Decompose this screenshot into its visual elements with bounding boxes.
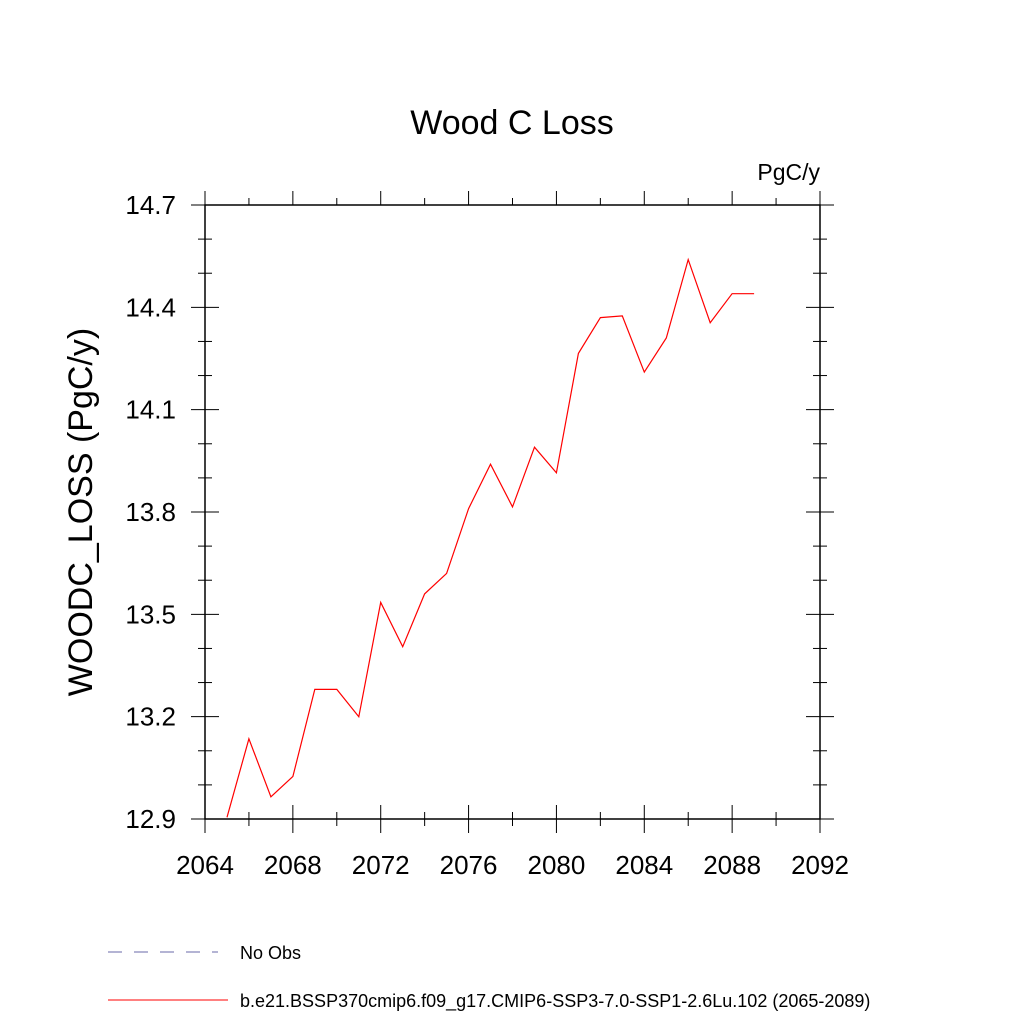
plot-frame [204, 204, 821, 820]
x-tick-label: 2064 [176, 850, 234, 880]
legend-label-no-obs: No Obs [240, 943, 301, 963]
x-tick-label: 2092 [791, 850, 849, 880]
x-tick-label: 2076 [440, 850, 498, 880]
x-tick-label: 2072 [352, 850, 410, 880]
y-tick-label: 14.4 [125, 292, 176, 322]
y-tick-label: 13.5 [125, 599, 176, 629]
x-tick-label: 2088 [703, 850, 761, 880]
y-tick-label: 14.1 [125, 395, 176, 425]
y-axis-label: WOODC_LOSS (PgC/y) [62, 328, 100, 696]
y-tick-label: 12.9 [125, 804, 176, 834]
x-tick-label: 2068 [264, 850, 322, 880]
series-line [226, 257, 755, 818]
legend: No Obs b.e21.BSSP370cmip6.f09_g17.CMIP6-… [108, 943, 870, 1012]
y-tick-label: 14.7 [125, 190, 176, 220]
y-tick-label: 13.2 [125, 702, 176, 732]
units-label: PgC/y [757, 159, 820, 185]
x-tick-label: 2084 [615, 850, 673, 880]
legend-label-series: b.e21.BSSP370cmip6.f09_g17.CMIP6-SSP3-7.… [240, 991, 870, 1012]
x-tick-label: 2080 [528, 850, 586, 880]
y-tick-label: 13.8 [125, 497, 176, 527]
series-layer [226, 257, 755, 818]
chart-title: Wood C Loss [410, 104, 613, 142]
axis-ticks: 2064 2068 2072 2076 2080 2084 2088 2092 12.9 13.2… [125, 190, 849, 880]
